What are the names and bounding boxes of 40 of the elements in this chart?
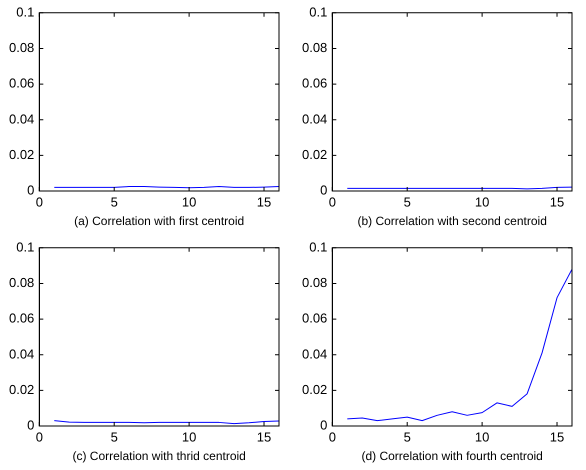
y-tick-label: 0.04 [8,111,34,126]
y-tick-label: 0.06 [8,310,34,326]
y-tick-label: 0.04 [302,346,328,362]
y-tick-label: 0 [320,182,328,198]
x-tick-label: 10 [182,194,196,210]
x-tick-label: 15 [550,429,564,444]
y-tick-label: 0.04 [8,346,34,362]
y-tick-label: 0.1 [309,239,328,254]
y-tick-label: 0.06 [302,76,328,91]
y-tick-label: 0.08 [302,40,328,56]
y-tick-label: 0 [320,418,328,433]
y-tick-label: 0.1 [16,4,34,20]
y-tick-label: 0.04 [302,111,328,126]
x-tick-label: 10 [474,194,490,210]
x-tick-label: 15 [256,194,272,210]
x-axis-title: (a) Correlation with first centroid [74,214,244,228]
x-tick-label: 5 [404,429,411,444]
x-tick-label: 5 [110,194,118,210]
y-tick-label: 0.1 [16,239,34,254]
x-axis-title: (d) Correlation with fourth centroid [361,449,543,464]
x-tick-label: 5 [404,194,411,210]
y-tick-label: 0.02 [302,382,328,397]
x-axis-title: (c) Correlation with thrid centroid [72,449,246,464]
x-tick-label: 15 [256,429,272,444]
y-tick-label: 0.08 [8,275,34,290]
y-tick-label: 0 [27,418,34,433]
x-tick-label: 10 [474,429,490,444]
y-tick-label: 0.06 [8,76,34,91]
y-tick-label: 0.1 [309,4,328,20]
y-tick-label: 0.02 [8,146,34,162]
y-tick-label: 0.02 [8,382,34,397]
x-axis-title: (b) Correlation with second centroid [357,214,547,228]
x-tick-label: 10 [182,429,196,444]
y-tick-label: 0.08 [302,275,328,290]
y-tick-label: 0.06 [302,310,328,326]
x-tick-label: 5 [110,429,118,444]
y-tick-label: 0.08 [8,40,34,56]
y-tick-label: 0.02 [302,146,328,162]
x-tick-label: 15 [550,194,564,210]
y-tick-label: 0 [27,182,34,198]
